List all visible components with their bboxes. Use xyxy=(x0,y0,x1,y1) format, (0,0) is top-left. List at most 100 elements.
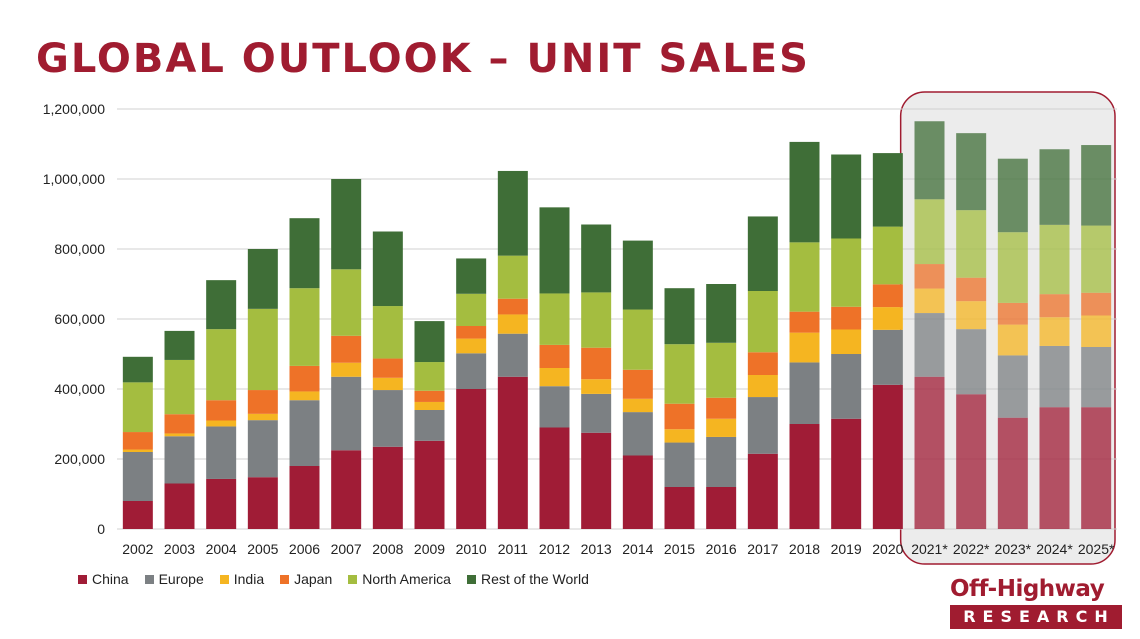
chart-legend: China Europe India Japan North America Rest o… xyxy=(78,571,589,587)
bar-segment xyxy=(206,400,237,421)
bar-segment xyxy=(539,207,570,294)
x-tick-label: 2021* xyxy=(911,541,948,557)
bar-segment xyxy=(789,362,820,424)
bar-segment xyxy=(747,216,778,291)
bar-segment xyxy=(831,354,862,419)
bar-segment xyxy=(747,375,778,398)
legend-swatch xyxy=(280,574,290,584)
bar-segment xyxy=(372,231,403,307)
bar-segment xyxy=(706,284,737,343)
x-tick-label: 2025* xyxy=(1078,541,1115,557)
bar-segment xyxy=(289,218,320,289)
bar-segment xyxy=(872,384,903,529)
bar-segment xyxy=(372,306,403,359)
bar-segment xyxy=(622,412,653,456)
y-tick-label: 0 xyxy=(97,521,105,537)
bar-segment xyxy=(831,329,862,354)
bar-segment xyxy=(706,397,737,419)
bar-segment xyxy=(1081,407,1112,529)
logo-line2: RESEARCH xyxy=(950,605,1122,629)
bar-segment xyxy=(122,452,153,501)
bar-segment xyxy=(456,338,487,354)
bar-segment xyxy=(331,376,362,451)
x-tick-label: 2015 xyxy=(664,541,695,557)
bar-segment xyxy=(414,440,445,529)
bar-segment xyxy=(831,238,862,307)
bar-segment xyxy=(331,269,362,336)
bar-segment xyxy=(997,324,1028,356)
bar-segment xyxy=(497,314,528,334)
bar-segment xyxy=(789,424,820,529)
bar-segment xyxy=(1039,317,1070,346)
bar-segment xyxy=(872,226,903,285)
bar-segment xyxy=(456,353,487,389)
bar-segment xyxy=(997,232,1028,303)
bar-segment xyxy=(1039,224,1070,295)
bar-segment xyxy=(872,284,903,308)
bar-segment xyxy=(622,398,653,413)
bar-segment xyxy=(331,179,362,270)
x-tick-label: 2003 xyxy=(164,541,195,557)
bar-segment xyxy=(1081,315,1112,347)
legend-swatch xyxy=(466,574,476,584)
bar-segment xyxy=(789,242,820,312)
y-tick-label: 200,000 xyxy=(54,451,105,467)
bar-segment xyxy=(539,386,570,428)
bar-segment xyxy=(497,376,528,529)
bar-segment xyxy=(372,358,403,378)
bar-segment xyxy=(706,436,737,487)
bar-segment xyxy=(581,432,612,529)
bar-segment xyxy=(747,453,778,529)
bar-segment xyxy=(164,436,195,484)
bar-segment xyxy=(539,427,570,529)
bar-segment xyxy=(247,477,278,529)
bar-segment xyxy=(372,377,403,391)
bar-segment xyxy=(1081,225,1112,293)
bar-segment xyxy=(164,359,195,415)
bar-segment xyxy=(914,121,945,200)
x-tick-label: 2008 xyxy=(372,541,403,557)
bar-segment xyxy=(122,501,153,529)
x-tick-label: 2020 xyxy=(872,541,903,557)
bar-segment xyxy=(789,141,820,243)
bar-segment xyxy=(622,369,653,399)
bar-segment xyxy=(581,347,612,380)
bar-segment xyxy=(289,391,320,401)
legend-item: China xyxy=(78,571,129,587)
legend-label: Rest of the World xyxy=(480,571,589,587)
legend-label: Europe xyxy=(158,571,204,587)
bar-segment xyxy=(164,433,195,437)
bar-segment xyxy=(414,390,445,402)
x-tick-label: 2023* xyxy=(995,541,1032,557)
bar-segment xyxy=(831,154,862,239)
bar-segment xyxy=(456,326,487,339)
bar-segment xyxy=(122,432,153,450)
x-tick-label: 2011 xyxy=(498,541,528,557)
bar-segment xyxy=(664,288,695,345)
bar-segment xyxy=(122,449,153,452)
bar-segment xyxy=(956,301,987,330)
off-highway-research-logo: Off-Highway RESEARCH xyxy=(950,575,1122,629)
bar-segment xyxy=(414,321,445,363)
x-tick-label: 2024* xyxy=(1036,541,1073,557)
bar-segment xyxy=(706,342,737,398)
y-tick-label: 400,000 xyxy=(54,381,105,397)
bar-segment xyxy=(706,418,737,437)
bar-segment xyxy=(539,344,570,368)
legend-swatch xyxy=(144,574,154,584)
bar-segment xyxy=(956,133,987,211)
bar-segment xyxy=(956,277,987,302)
legend-label: Japan xyxy=(294,571,333,587)
bar-segment xyxy=(1039,345,1070,408)
bar-segment xyxy=(497,333,528,377)
bar-segment xyxy=(706,487,737,529)
y-tick-label: 1,000,000 xyxy=(43,171,105,187)
bar-segment xyxy=(789,311,820,333)
bar-segment xyxy=(247,420,278,478)
bar-segment xyxy=(581,292,612,348)
bar-segment xyxy=(581,224,612,293)
bar-segment xyxy=(331,362,362,377)
bar-segment xyxy=(247,413,278,421)
bar-segment xyxy=(789,332,820,363)
bar-segment xyxy=(956,329,987,395)
